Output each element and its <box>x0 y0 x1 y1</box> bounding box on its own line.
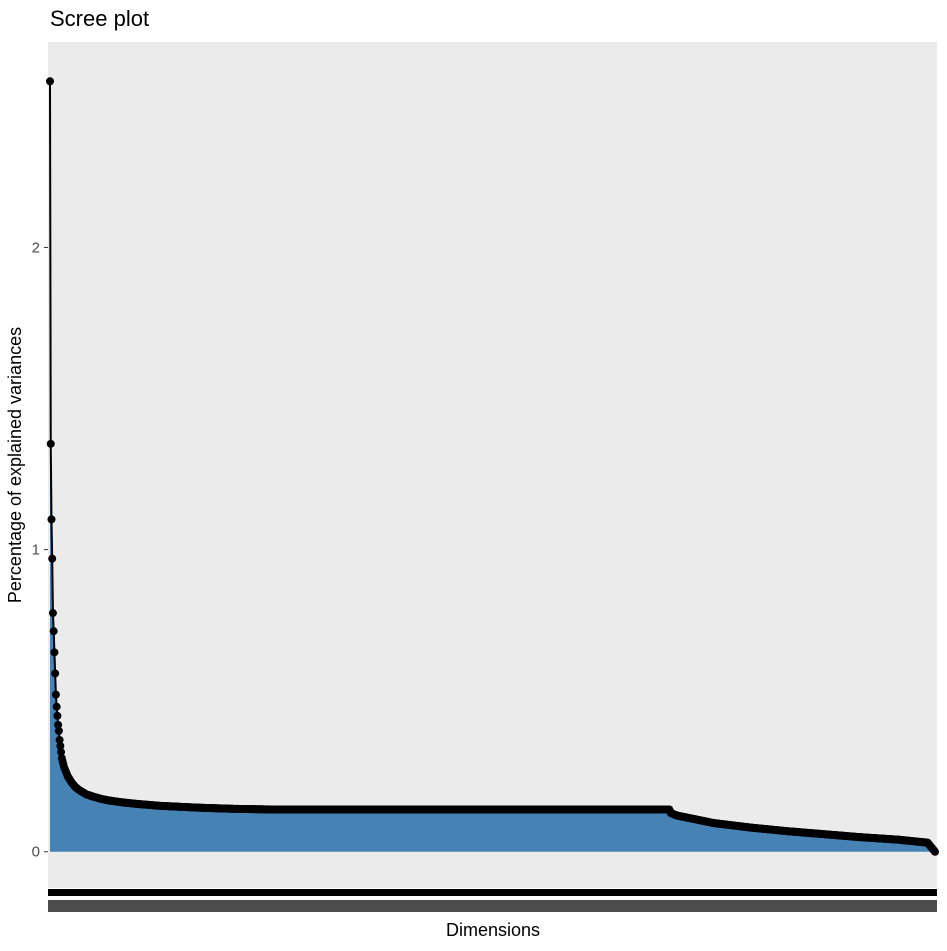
data-point <box>48 609 57 618</box>
y-tick-label: 1 <box>32 542 40 559</box>
data-point <box>55 735 64 744</box>
data-point <box>46 439 55 448</box>
data-point <box>48 554 57 563</box>
y-axis: 0 1 2 <box>32 239 48 861</box>
plot-panel <box>48 42 937 888</box>
data-point <box>50 648 59 657</box>
x-axis <box>48 889 937 912</box>
y-tick-label: 2 <box>32 239 40 256</box>
chart-title: Scree plot <box>50 6 149 31</box>
data-point <box>54 720 63 729</box>
y-axis-title: Percentage of explained variances <box>5 327 25 603</box>
points-layer <box>46 77 939 856</box>
data-point <box>46 77 54 86</box>
data-point <box>51 669 60 678</box>
data-point <box>52 702 61 711</box>
data-point <box>57 748 66 757</box>
data-point <box>54 726 63 735</box>
data-point <box>56 741 65 750</box>
data-point <box>47 515 56 524</box>
y-tick-label: 0 <box>32 844 40 861</box>
data-point <box>49 627 58 636</box>
data-point <box>931 847 939 856</box>
x-tick-label-band <box>48 900 937 912</box>
data-point <box>53 711 62 720</box>
x-axis-title: Dimensions <box>446 920 540 940</box>
data-point <box>51 690 60 699</box>
x-tick-band <box>48 889 937 896</box>
